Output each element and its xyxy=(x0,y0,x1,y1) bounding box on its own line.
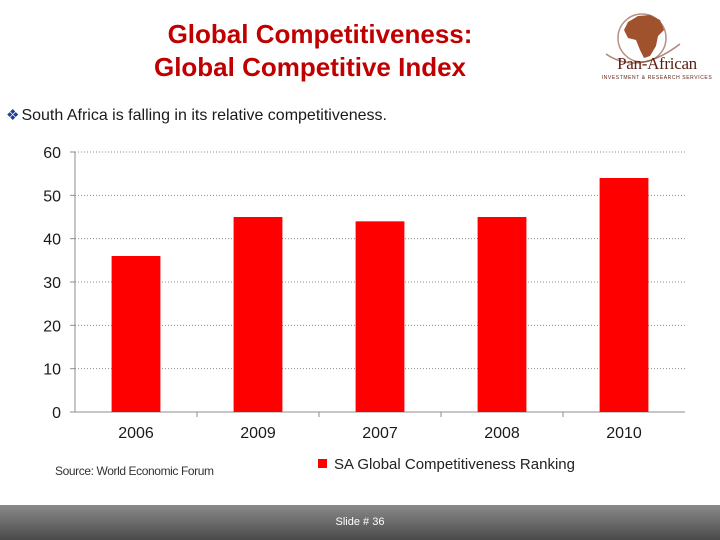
legend-label: SA Global Competitiveness Ranking xyxy=(334,456,575,473)
slide-number: Slide # 36 xyxy=(335,516,385,528)
y-tick-label: 30 xyxy=(43,275,61,292)
logo-name: Pan-African xyxy=(617,54,697,73)
x-tick-label: 2006 xyxy=(118,425,154,442)
legend-swatch xyxy=(318,459,327,468)
y-tick-label: 50 xyxy=(43,188,61,205)
y-tick-label: 60 xyxy=(43,145,61,162)
company-logo: Pan-African INVESTMENT & RESEARCH SERVIC… xyxy=(598,8,716,90)
bar-chart: 0 10 20 30 40 50 60 2006 2009 2007 2008 2010 xyxy=(43,145,685,442)
africa-globe-icon xyxy=(605,13,681,64)
bar xyxy=(599,178,649,412)
title-line-2: Global Competitive Index xyxy=(153,52,467,82)
slide-title: Global Competitiveness: Global Competiti… xyxy=(0,18,620,84)
bar xyxy=(233,217,283,412)
bar xyxy=(111,256,161,412)
y-tick-label: 10 xyxy=(43,362,61,379)
bullet-text: South Africa is falling in its relative … xyxy=(21,107,387,124)
x-tick-label: 2009 xyxy=(240,425,276,442)
x-tick-label: 2007 xyxy=(362,425,398,442)
x-tick-label: 2008 xyxy=(484,425,520,442)
y-tick-label: 0 xyxy=(52,405,61,422)
x-tick-label: 2010 xyxy=(606,425,642,442)
title-line-1: Global Competitiveness: xyxy=(167,19,473,49)
y-tick-label: 20 xyxy=(43,318,61,335)
bar xyxy=(355,221,405,412)
slide-footer: Slide # 36 xyxy=(0,505,720,540)
y-tick-label: 40 xyxy=(43,232,61,249)
bar xyxy=(477,217,527,412)
chart-legend: SA Global Competitiveness Ranking xyxy=(318,456,575,473)
source-note: Source: World Economic Forum xyxy=(55,464,214,478)
diamond-bullet-icon: ❖ xyxy=(6,107,20,124)
bullet-point: ❖ South Africa is falling in its relative… xyxy=(6,106,387,125)
logo-tagline: INVESTMENT & RESEARCH SERVICES xyxy=(601,75,713,81)
